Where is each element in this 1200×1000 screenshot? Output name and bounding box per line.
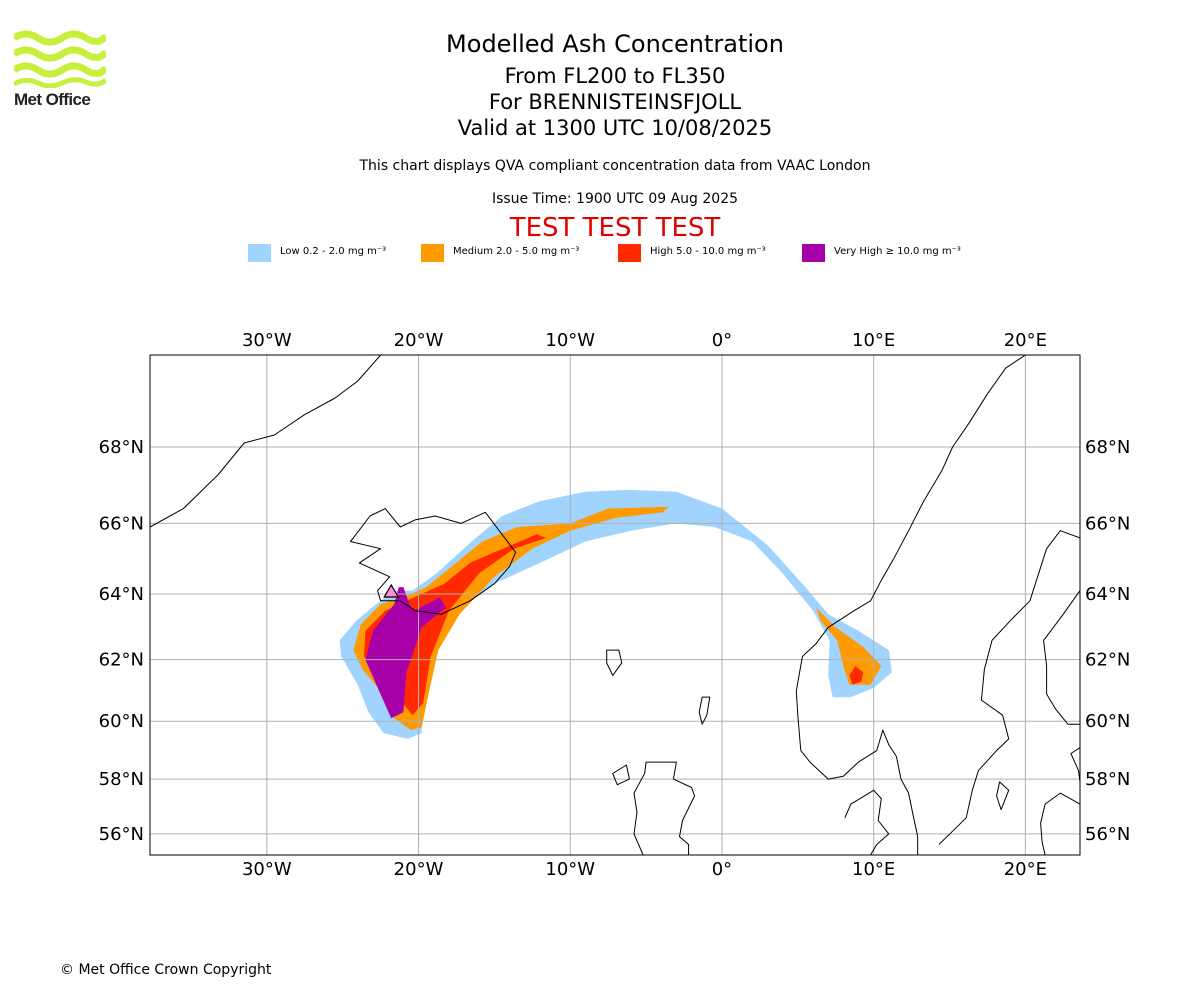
lon-label-bottom: 20°W [394,859,444,880]
met-office-wordmark: Met Office [14,90,91,109]
lat-label-left: 58°N [99,769,144,790]
legend-swatch-low [248,244,271,262]
met-office-waves-icon [14,30,106,88]
lat-label-right: 62°N [1085,650,1130,671]
ash-medium2 [816,607,882,685]
lat-label-right: 66°N [1085,513,1130,534]
coastline-greenland [150,355,381,528]
lat-label-right: 58°N [1085,769,1130,790]
copyright: © Met Office Crown Copyright [60,962,272,978]
coastline-gulf2 [938,530,1080,845]
lon-label-top: 0° [712,330,732,351]
map-content [150,355,1080,855]
legend-label-very-high: Very High ≥ 10.0 mg m⁻³ [834,246,961,257]
lat-label-left: 60°N [99,711,144,732]
volcano-name: For BRENNISTEINSFJOLL [488,90,742,114]
lat-label-right: 68°N [1085,437,1130,458]
legend-label-low: Low 0.2 - 2.0 mg m⁻³ [280,246,387,257]
legend-label-medium: Medium 2.0 - 5.0 mg m⁻³ [453,246,580,257]
coastline-gotland [996,781,1010,811]
chart-title: Modelled Ash Concentration [446,30,784,58]
lon-label-top: 20°W [394,330,444,351]
coastline-norway [795,355,1026,751]
lat-label-left: 62°N [99,650,144,671]
lon-label-top: 30°W [242,330,292,351]
test-banner: TEST TEST TEST [509,213,721,243]
ash-concentration-map: 30°W 30°W 20°W 20°W 10°W 10°W 0° 0° 10°E 10°E 20°E… [99,330,1131,880]
volcano-marker-icon [383,583,400,598]
lat-label-right: 56°N [1085,824,1130,845]
ash-medium [353,506,669,731]
lon-label-bottom: 30°W [242,859,292,880]
lon-label-bottom: 10°E [852,859,895,880]
coastline-scotland [633,761,696,855]
flight-level-range: From FL200 to FL350 [504,64,726,88]
chart-description: This chart displays QVA compliant concen… [359,158,871,174]
lat-label-left: 64°N [99,584,144,605]
coastline-lewis [612,764,630,786]
lon-label-top: 10°E [852,330,895,351]
lat-label-left: 68°N [99,437,144,458]
ash-high [363,534,546,716]
legend-swatch-high [618,244,641,262]
coastline-denmark [844,789,890,855]
lat-label-right: 64°N [1085,584,1130,605]
coastline-estonia [1070,747,1080,782]
coastline-latvia [1040,792,1080,855]
lon-label-bottom: 10°W [545,859,595,880]
ash-veryhigh [365,587,446,719]
legend-swatch-very-high [802,244,825,262]
map-frame [149,354,1081,856]
coastline-sweden [895,756,919,855]
lat-label-left: 56°N [99,824,144,845]
lat-label-right: 60°N [1085,711,1130,732]
valid-time: Valid at 1300 UTC 10/08/2025 [457,116,773,140]
coastline-iceland [349,508,517,615]
ash-high2 [849,666,864,685]
lon-label-bottom: 0° [712,859,732,880]
lon-label-top: 20°E [1004,330,1047,351]
lat-label-left: 66°N [99,513,144,534]
lon-label-bottom: 20°E [1004,859,1047,880]
coastline-faroe [606,649,623,676]
legend-swatch-medium [421,244,444,262]
coastline-southnorway [800,729,897,780]
coastline-shetland [698,696,711,725]
met-office-logo: Met Office [14,30,110,112]
coastline-gulf [1043,590,1080,725]
lon-label-top: 10°W [545,330,595,351]
legend-label-high: High 5.0 - 10.0 mg m⁻³ [650,246,766,257]
issue-time: Issue Time: 1900 UTC 09 Aug 2025 [491,191,739,207]
